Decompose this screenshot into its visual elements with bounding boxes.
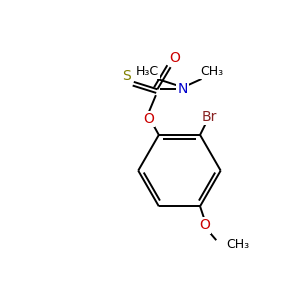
Text: O: O <box>199 218 210 233</box>
Text: CH₃: CH₃ <box>200 65 224 78</box>
Text: N: N <box>177 82 188 96</box>
Text: H₃C: H₃C <box>136 65 159 78</box>
Text: Br: Br <box>201 110 217 124</box>
Text: CH₃: CH₃ <box>226 238 250 251</box>
Text: O: O <box>143 112 154 126</box>
Text: S: S <box>122 69 131 83</box>
Text: O: O <box>169 51 181 65</box>
